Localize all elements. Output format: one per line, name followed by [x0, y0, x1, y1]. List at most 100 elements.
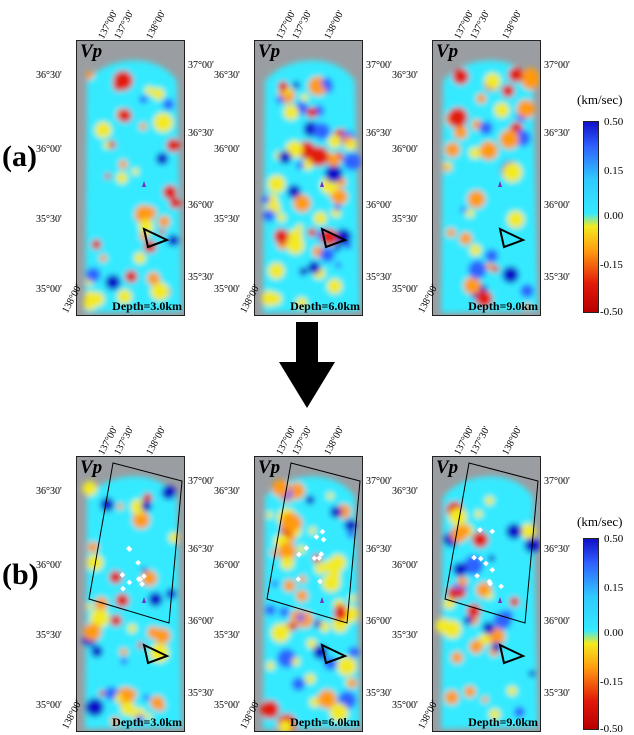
- latitude-tick-label: 37°00': [544, 60, 570, 71]
- triangle-marker: [142, 227, 170, 249]
- latitude-tick-label: 35°00': [36, 284, 62, 295]
- latitude-tick-label: 36°30': [188, 128, 214, 139]
- colorbar-a-tick: -0.15: [600, 259, 623, 271]
- latitude-tick-label: 36°30': [366, 128, 392, 139]
- latitude-tick-label: 36°30': [366, 544, 392, 555]
- latitude-tick-label: 35°30': [36, 630, 62, 641]
- anomaly-map: [441, 60, 540, 313]
- latitude-tick-label: 35°30': [392, 630, 418, 641]
- velocity-map-panel: Vp Depth=6.0km: [254, 456, 363, 732]
- longitude-tick-label: 138°00': [144, 8, 169, 42]
- longitude-tick-label: 138°00': [322, 8, 347, 42]
- colorbar-a-tick: 0.50: [604, 116, 624, 128]
- latitude-tick-label: 35°30': [366, 272, 392, 283]
- latitude-tick-label: 36°30': [36, 486, 62, 497]
- purple-triangle-marker: [320, 181, 324, 187]
- depth-label: Depth=6.0km: [290, 715, 360, 729]
- latitude-tick-label: 36°30': [188, 544, 214, 555]
- colorbar-unit-b: (km/sec): [577, 514, 623, 529]
- latitude-tick-label: 36°30': [544, 128, 570, 139]
- colorbar-b-tick: 0.15: [604, 582, 624, 594]
- latitude-tick-label: 36°00': [392, 144, 418, 155]
- anomaly-map: [260, 462, 361, 731]
- latitude-tick-label: 35°30': [214, 630, 240, 641]
- latitude-tick-label: 36°00': [214, 144, 240, 155]
- latitude-tick-label: 36°30': [544, 544, 570, 555]
- latitude-tick-label: 36°00': [544, 616, 570, 627]
- anomaly-map: [83, 60, 182, 313]
- triangle-marker: [320, 227, 348, 249]
- latitude-tick-label: 36°00': [188, 616, 214, 627]
- panel-title: Vp: [258, 41, 281, 62]
- colorbar-b-tick: -0.15: [600, 676, 623, 688]
- study-area-box: [444, 462, 539, 624]
- panel-title: Vp: [436, 457, 459, 478]
- latitude-tick-label: 35°30': [188, 272, 214, 283]
- study-area-box: [266, 462, 361, 624]
- latitude-tick-label: 35°00': [214, 700, 240, 711]
- latitude-tick-label: 35°30': [544, 272, 570, 283]
- latitude-tick-label: 36°00': [36, 144, 62, 155]
- colorbar-unit-a: (km/sec): [577, 92, 623, 107]
- purple-triangle-marker: [142, 181, 146, 187]
- row-label-a: (a): [2, 140, 37, 173]
- longitude-tick-label: 138°00': [500, 8, 525, 42]
- colorbar-b-tick: -0.50: [600, 723, 623, 735]
- colorbar-a: [583, 121, 599, 313]
- panel-title: Vp: [258, 457, 281, 478]
- latitude-tick-label: 36°00': [214, 560, 240, 571]
- panel-title: Vp: [80, 457, 103, 478]
- longitude-tick-label: 138°00': [144, 424, 169, 457]
- colorbar-a-tick: -0.50: [600, 306, 623, 318]
- triangle-marker: [320, 643, 348, 665]
- latitude-tick-label: 36°30': [214, 486, 240, 497]
- latitude-tick-label: 35°30': [214, 214, 240, 225]
- latitude-tick-label: 36°30': [214, 70, 240, 81]
- latitude-tick-label: 37°00': [366, 476, 392, 487]
- row-label-b: (b): [2, 558, 39, 591]
- latitude-tick-label: 35°30': [36, 214, 62, 225]
- depth-label: Depth=6.0km: [290, 299, 360, 313]
- velocity-map-panel: Vp Depth=9.0km: [432, 456, 541, 732]
- latitude-tick-label: 36°30': [36, 70, 62, 81]
- depth-label: Depth=3.0km: [112, 715, 182, 729]
- depth-label: Depth=3.0km: [112, 299, 182, 313]
- colorbar-a-tick: 0.15: [604, 165, 624, 177]
- purple-triangle-marker: [320, 597, 324, 603]
- latitude-tick-label: 36°30': [392, 486, 418, 497]
- triangle-marker: [142, 643, 170, 665]
- latitude-tick-label: 35°30': [366, 688, 392, 699]
- latitude-tick-label: 35°00': [392, 284, 418, 295]
- latitude-tick-label: 35°00': [214, 284, 240, 295]
- velocity-map-panel: Vp Depth=6.0km: [254, 40, 363, 316]
- down-arrow-icon: [279, 322, 335, 408]
- panel-title: Vp: [436, 41, 459, 62]
- colorbar-a-tick: 0.00: [604, 210, 624, 222]
- station-marker: [135, 559, 141, 566]
- latitude-tick-label: 36°00': [188, 200, 214, 211]
- latitude-tick-label: 37°00': [544, 476, 570, 487]
- purple-triangle-marker: [498, 181, 502, 187]
- colorbar-b: [583, 538, 599, 730]
- latitude-tick-label: 37°00': [366, 60, 392, 71]
- study-area-box: [88, 462, 183, 624]
- velocity-map-panel: Vp Depth=3.0km: [76, 456, 185, 732]
- latitude-tick-label: 36°30': [392, 70, 418, 81]
- latitude-tick-label: 36°00': [544, 200, 570, 211]
- anomaly-map: [435, 462, 540, 729]
- depth-label: Depth=9.0km: [468, 715, 538, 729]
- anomaly-map: [82, 462, 183, 729]
- latitude-tick-label: 36°00': [366, 200, 392, 211]
- latitude-tick-label: 37°00': [188, 60, 214, 71]
- latitude-tick-label: 35°30': [392, 214, 418, 225]
- panel-title: Vp: [80, 41, 103, 62]
- colorbar-b-tick: 0.50: [604, 533, 624, 545]
- latitude-tick-label: 36°00': [392, 560, 418, 571]
- latitude-tick-label: 35°00': [36, 700, 62, 711]
- depth-label: Depth=9.0km: [468, 299, 538, 313]
- purple-triangle-marker: [498, 597, 502, 603]
- purple-triangle-marker: [142, 597, 146, 603]
- latitude-tick-label: 36°00': [36, 560, 62, 571]
- longitude-tick-label: 138°00': [322, 424, 347, 457]
- velocity-map-panel: Vp Depth=9.0km: [432, 40, 541, 316]
